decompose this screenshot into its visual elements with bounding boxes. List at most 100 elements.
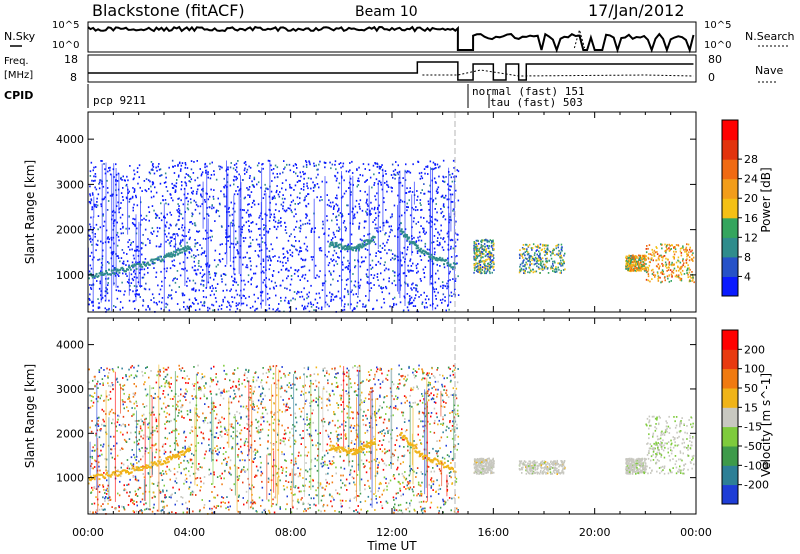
power-pixel [197,231,199,233]
power-pixel [122,232,124,235]
velocity-pixel [178,364,180,367]
power-pixel [681,247,683,250]
power-pixel [386,183,388,186]
power-pixel [132,209,134,212]
power-pixel [366,275,368,278]
power-pixel [638,263,641,266]
power-pixel [647,279,650,282]
power-pixel [106,292,109,295]
velocity-pixel [98,491,101,493]
power-pixel [133,257,135,260]
power-pixel [672,255,675,258]
power-trace-pixel [343,248,346,251]
power-pixel [409,297,411,300]
power-pixel [91,231,94,234]
power-pixel [94,166,97,168]
velocity-pixel [245,407,247,410]
power-pixel [449,218,451,221]
velocity-pixel [414,401,416,404]
power-pixel [561,263,564,265]
power-pixel [643,262,646,265]
power-pixel [483,261,485,264]
power-pixel [363,226,366,229]
velocity-pixel [193,385,195,387]
power-pixel [203,252,205,254]
power-pixel [686,243,688,246]
power-pixel [435,182,437,184]
power-pixel [346,245,349,247]
velocity-pixel [102,484,104,487]
power-pixel [247,209,249,212]
power-pixel [276,309,278,311]
power-pixel [213,206,215,209]
power-pixel [208,264,211,267]
velocity-pixel [252,400,254,403]
power-pixel [153,209,155,212]
power-pixel [386,180,388,183]
power-pixel [376,273,379,275]
power-pixel [232,207,234,210]
power-pixel [137,261,139,264]
power-streak [227,172,229,238]
power-pixel [363,260,365,263]
velocity-pixel [435,388,437,391]
power-pixel [243,209,245,212]
velocity-pixel [165,421,168,423]
power-pixel [107,261,109,263]
power-pixel [651,278,653,280]
power-pixel [128,198,131,201]
power-pixel [674,275,677,278]
power-pixel [452,159,455,162]
power-pixel [352,217,355,220]
power-pixel [240,279,243,282]
power-pixel [473,255,475,258]
power-pixel [679,279,682,281]
power-pixel [179,243,181,246]
velocity-pixel [349,471,351,473]
power-pixel [636,255,638,258]
power-pixel [107,236,109,239]
power-pixel [159,227,161,230]
velocity-pixel [346,489,348,491]
power-trace-pixel [122,268,125,270]
power-pixel [198,212,201,215]
power-pixel [127,179,129,182]
power-pixel [330,258,332,261]
power-trace-pixel [350,246,353,249]
power-pixel [255,265,258,268]
power-pixel [224,205,226,208]
power-pixel [434,197,437,200]
velocity-pixel [311,439,313,442]
power-pixel [305,216,307,219]
power-pixel [365,180,367,182]
power-pixel [315,306,318,308]
power-pixel [541,267,543,269]
power-pixel [294,298,296,301]
power-pixel [214,297,217,299]
power-pixel [252,185,255,187]
power-pixel [476,253,479,256]
power-pixel [208,214,210,217]
freq-tick-bottom: 8 [70,71,77,84]
power-pixel [353,215,355,217]
power-pixel [415,240,418,243]
power-trace-pixel [177,252,180,255]
power-pixel [419,199,422,201]
power-pixel [489,258,491,260]
power-pixel [387,186,390,188]
power-pixel [642,263,644,266]
power-pixel [190,187,193,189]
power-pixel [316,274,318,277]
power-pixel [429,160,432,163]
power-pixel [203,304,206,307]
power-pixel [393,302,395,305]
power-pixel [187,208,190,211]
power-pixel [210,188,212,191]
power-pixel [388,225,390,228]
power-pixel [178,286,180,288]
velocity-pixel [395,509,398,511]
power-pixel [629,255,631,257]
velocity-pixel [335,430,338,433]
power-pixel [347,243,349,246]
power-pixel [442,205,445,207]
